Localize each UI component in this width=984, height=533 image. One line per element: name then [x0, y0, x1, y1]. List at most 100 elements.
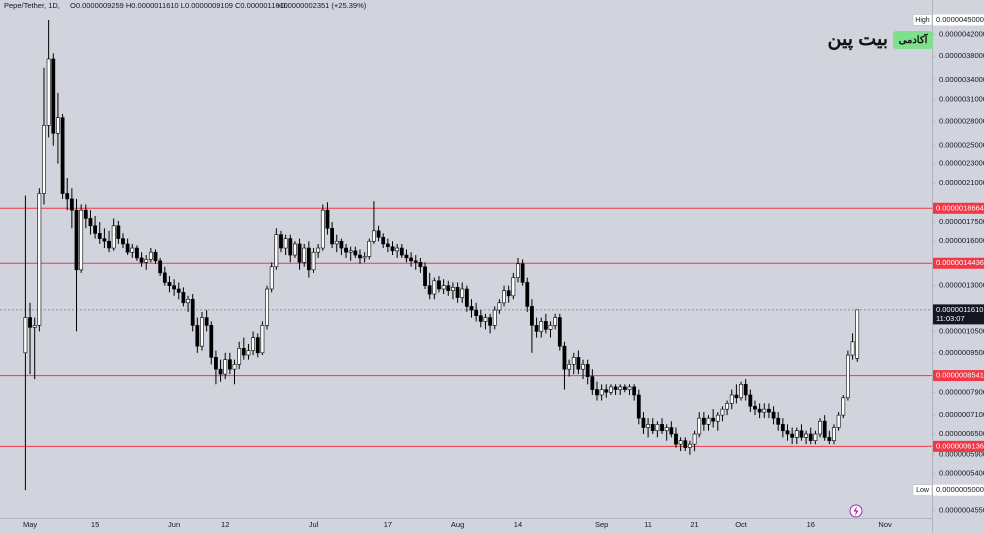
candle-body	[218, 368, 223, 375]
candle-body	[190, 298, 195, 326]
candle-body	[748, 394, 753, 407]
candle-body	[622, 386, 627, 390]
level-label: 0.0000014436	[936, 258, 984, 267]
candle-body	[832, 427, 836, 442]
last-price-bg	[933, 304, 984, 325]
candle-body	[69, 198, 74, 211]
x-tick-label: 16	[807, 520, 815, 529]
candle-body	[409, 257, 414, 262]
candle-body	[399, 247, 404, 256]
candle-body	[316, 247, 321, 253]
extreme-tag-bg	[912, 14, 933, 26]
candle-body	[520, 263, 525, 283]
y-tick-label: 0.0000007100	[939, 410, 984, 419]
x-tick-label: 11	[644, 520, 652, 529]
candle-body	[404, 254, 409, 259]
candle-body	[757, 408, 762, 413]
candle-body	[427, 285, 432, 295]
y-tick-label: 0.0000038000	[939, 51, 984, 60]
y-tick-label: 0.0000006500	[939, 429, 984, 438]
candle-body	[525, 282, 530, 307]
candle-body	[841, 397, 846, 416]
extreme-tag-bg	[912, 484, 933, 496]
x-tick-label: Nov	[878, 520, 892, 529]
candle-body	[595, 389, 599, 396]
y-tick-label: 0.0000007900	[939, 387, 984, 396]
candle-body	[739, 383, 743, 399]
candle-body	[320, 209, 325, 249]
candle-body	[269, 266, 274, 290]
level-label: 0.0000018664	[936, 203, 984, 212]
candle-body	[88, 218, 93, 227]
candle-body	[255, 337, 260, 354]
candle-body	[776, 417, 781, 425]
candle-body	[674, 433, 678, 445]
level-label-bg	[933, 370, 984, 382]
candle-body	[762, 408, 767, 413]
candle-body	[822, 420, 827, 438]
candle-body	[790, 433, 795, 438]
candle-body	[478, 315, 483, 322]
candle-body	[385, 243, 390, 247]
candle-body	[121, 238, 125, 245]
candle-body	[632, 386, 637, 396]
candle-body	[418, 262, 423, 268]
candle-body	[678, 440, 683, 445]
candle-body	[56, 117, 60, 134]
candle-body	[116, 225, 121, 239]
level-label-bg	[933, 202, 984, 214]
x-tick-label: 14	[514, 520, 522, 529]
candle-body	[711, 417, 716, 422]
candle-body	[502, 290, 506, 304]
candle-body	[306, 247, 311, 271]
candle-body	[646, 424, 650, 428]
candle-body	[223, 359, 228, 375]
candle-body	[571, 357, 576, 365]
candle-body	[618, 386, 623, 390]
level-label: 0.0000006136	[936, 441, 984, 450]
candle-body	[636, 394, 641, 419]
y-tick-label: 0.0000021000	[939, 178, 984, 187]
candle-body	[590, 376, 595, 390]
candle-body	[567, 364, 571, 370]
candle-body	[850, 341, 855, 356]
candle-body	[37, 193, 42, 326]
candle-body	[241, 348, 246, 356]
extreme-tag: Low	[916, 487, 930, 494]
candle-body	[413, 260, 418, 263]
candle-body	[669, 427, 674, 435]
candle-body	[358, 254, 362, 259]
candle-body	[539, 321, 544, 332]
x-tick-label: Jun	[168, 520, 180, 529]
y-tick-label: 0.0000004550	[939, 505, 984, 514]
x-tick-label: Oct	[735, 520, 748, 529]
candle-body	[97, 233, 102, 239]
candle-body	[139, 257, 144, 263]
candle-body	[585, 364, 590, 377]
candle-body	[548, 325, 553, 330]
candle-body	[330, 227, 335, 245]
y-tick-label: 0.0000025000	[939, 141, 984, 150]
candle-body	[804, 433, 808, 438]
candle-body	[492, 309, 497, 326]
candle-body	[469, 306, 474, 311]
candle-body	[362, 256, 367, 259]
candle-body	[562, 345, 567, 370]
candle-body	[83, 209, 88, 219]
candle-body	[376, 230, 381, 238]
candle-body	[339, 240, 344, 249]
candle-body	[785, 430, 790, 435]
candle-body	[660, 424, 664, 432]
candle-body	[771, 411, 776, 419]
candle-body	[297, 243, 302, 263]
candle-body	[125, 243, 130, 253]
countdown: 11:03:07	[936, 314, 965, 323]
candle-body	[395, 247, 400, 252]
candle-body	[808, 433, 813, 442]
candle-body	[692, 433, 697, 445]
candle-body	[613, 386, 618, 390]
event-bolt	[853, 506, 859, 516]
badge-bg	[893, 31, 933, 49]
candle-body	[813, 433, 818, 442]
